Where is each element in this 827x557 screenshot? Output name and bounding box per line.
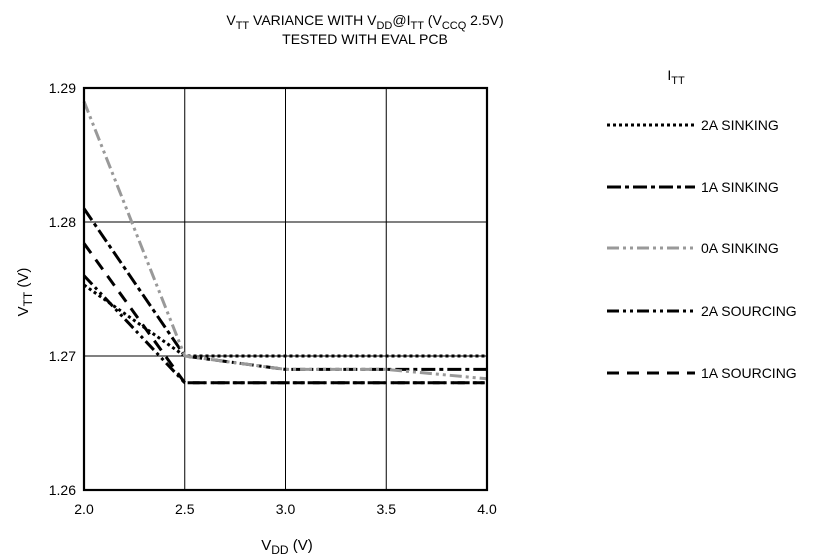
series-line-1a-sourcing <box>82 242 487 385</box>
series-line-1a-sinking <box>82 207 487 371</box>
legend-label-2a-sourcing: 2A SOURCING <box>701 303 797 319</box>
y-tick-label: 1.29 <box>49 80 76 96</box>
y-tick-label: 1.27 <box>49 348 76 364</box>
x-tick-label: 3.0 <box>276 501 296 517</box>
legend: 2A SINKING 1A SINKING 0A SINKING 2A SOURCIN… <box>607 117 797 381</box>
legend-title: ITT <box>667 67 685 87</box>
series-line-2a-sinking <box>83 283 487 358</box>
series-line-2a-sourcing <box>82 274 487 385</box>
y-tick-label: 1.26 <box>49 482 76 498</box>
y-tick-label: 1.28 <box>49 214 76 230</box>
legend-label-0a-sinking: 0A SINKING <box>701 240 779 256</box>
x-tick-label: 4.0 <box>477 501 497 517</box>
grid <box>83 87 488 491</box>
series-line-0a-sinking <box>82 100 488 381</box>
tick-labels: 2.0 2.5 3.0 3.5 4.0 1.26 1.27 1.28 1.29 <box>49 80 497 517</box>
plot-frame <box>82 86 489 492</box>
x-tick-label: 2.5 <box>175 501 195 517</box>
legend-label-1a-sourcing: 1A SOURCING <box>701 365 797 381</box>
x-tick-label: 2.0 <box>74 501 94 517</box>
legend-label-2a-sinking: 2A SINKING <box>701 117 779 133</box>
x-tick-label: 3.5 <box>377 501 397 517</box>
legend-label-1a-sinking: 1A SINKING <box>701 179 779 195</box>
chart-title-line1: VTT VARIANCE WITH VDD@ITT (VCCQ 2.5V) <box>226 12 503 32</box>
chart-title-line2: TESTED WITH EVAL PCB <box>282 31 448 47</box>
x-axis-label: VDD (V) <box>261 537 313 557</box>
y-axis-label: VTT (V) <box>15 268 35 317</box>
series-group <box>82 100 488 385</box>
